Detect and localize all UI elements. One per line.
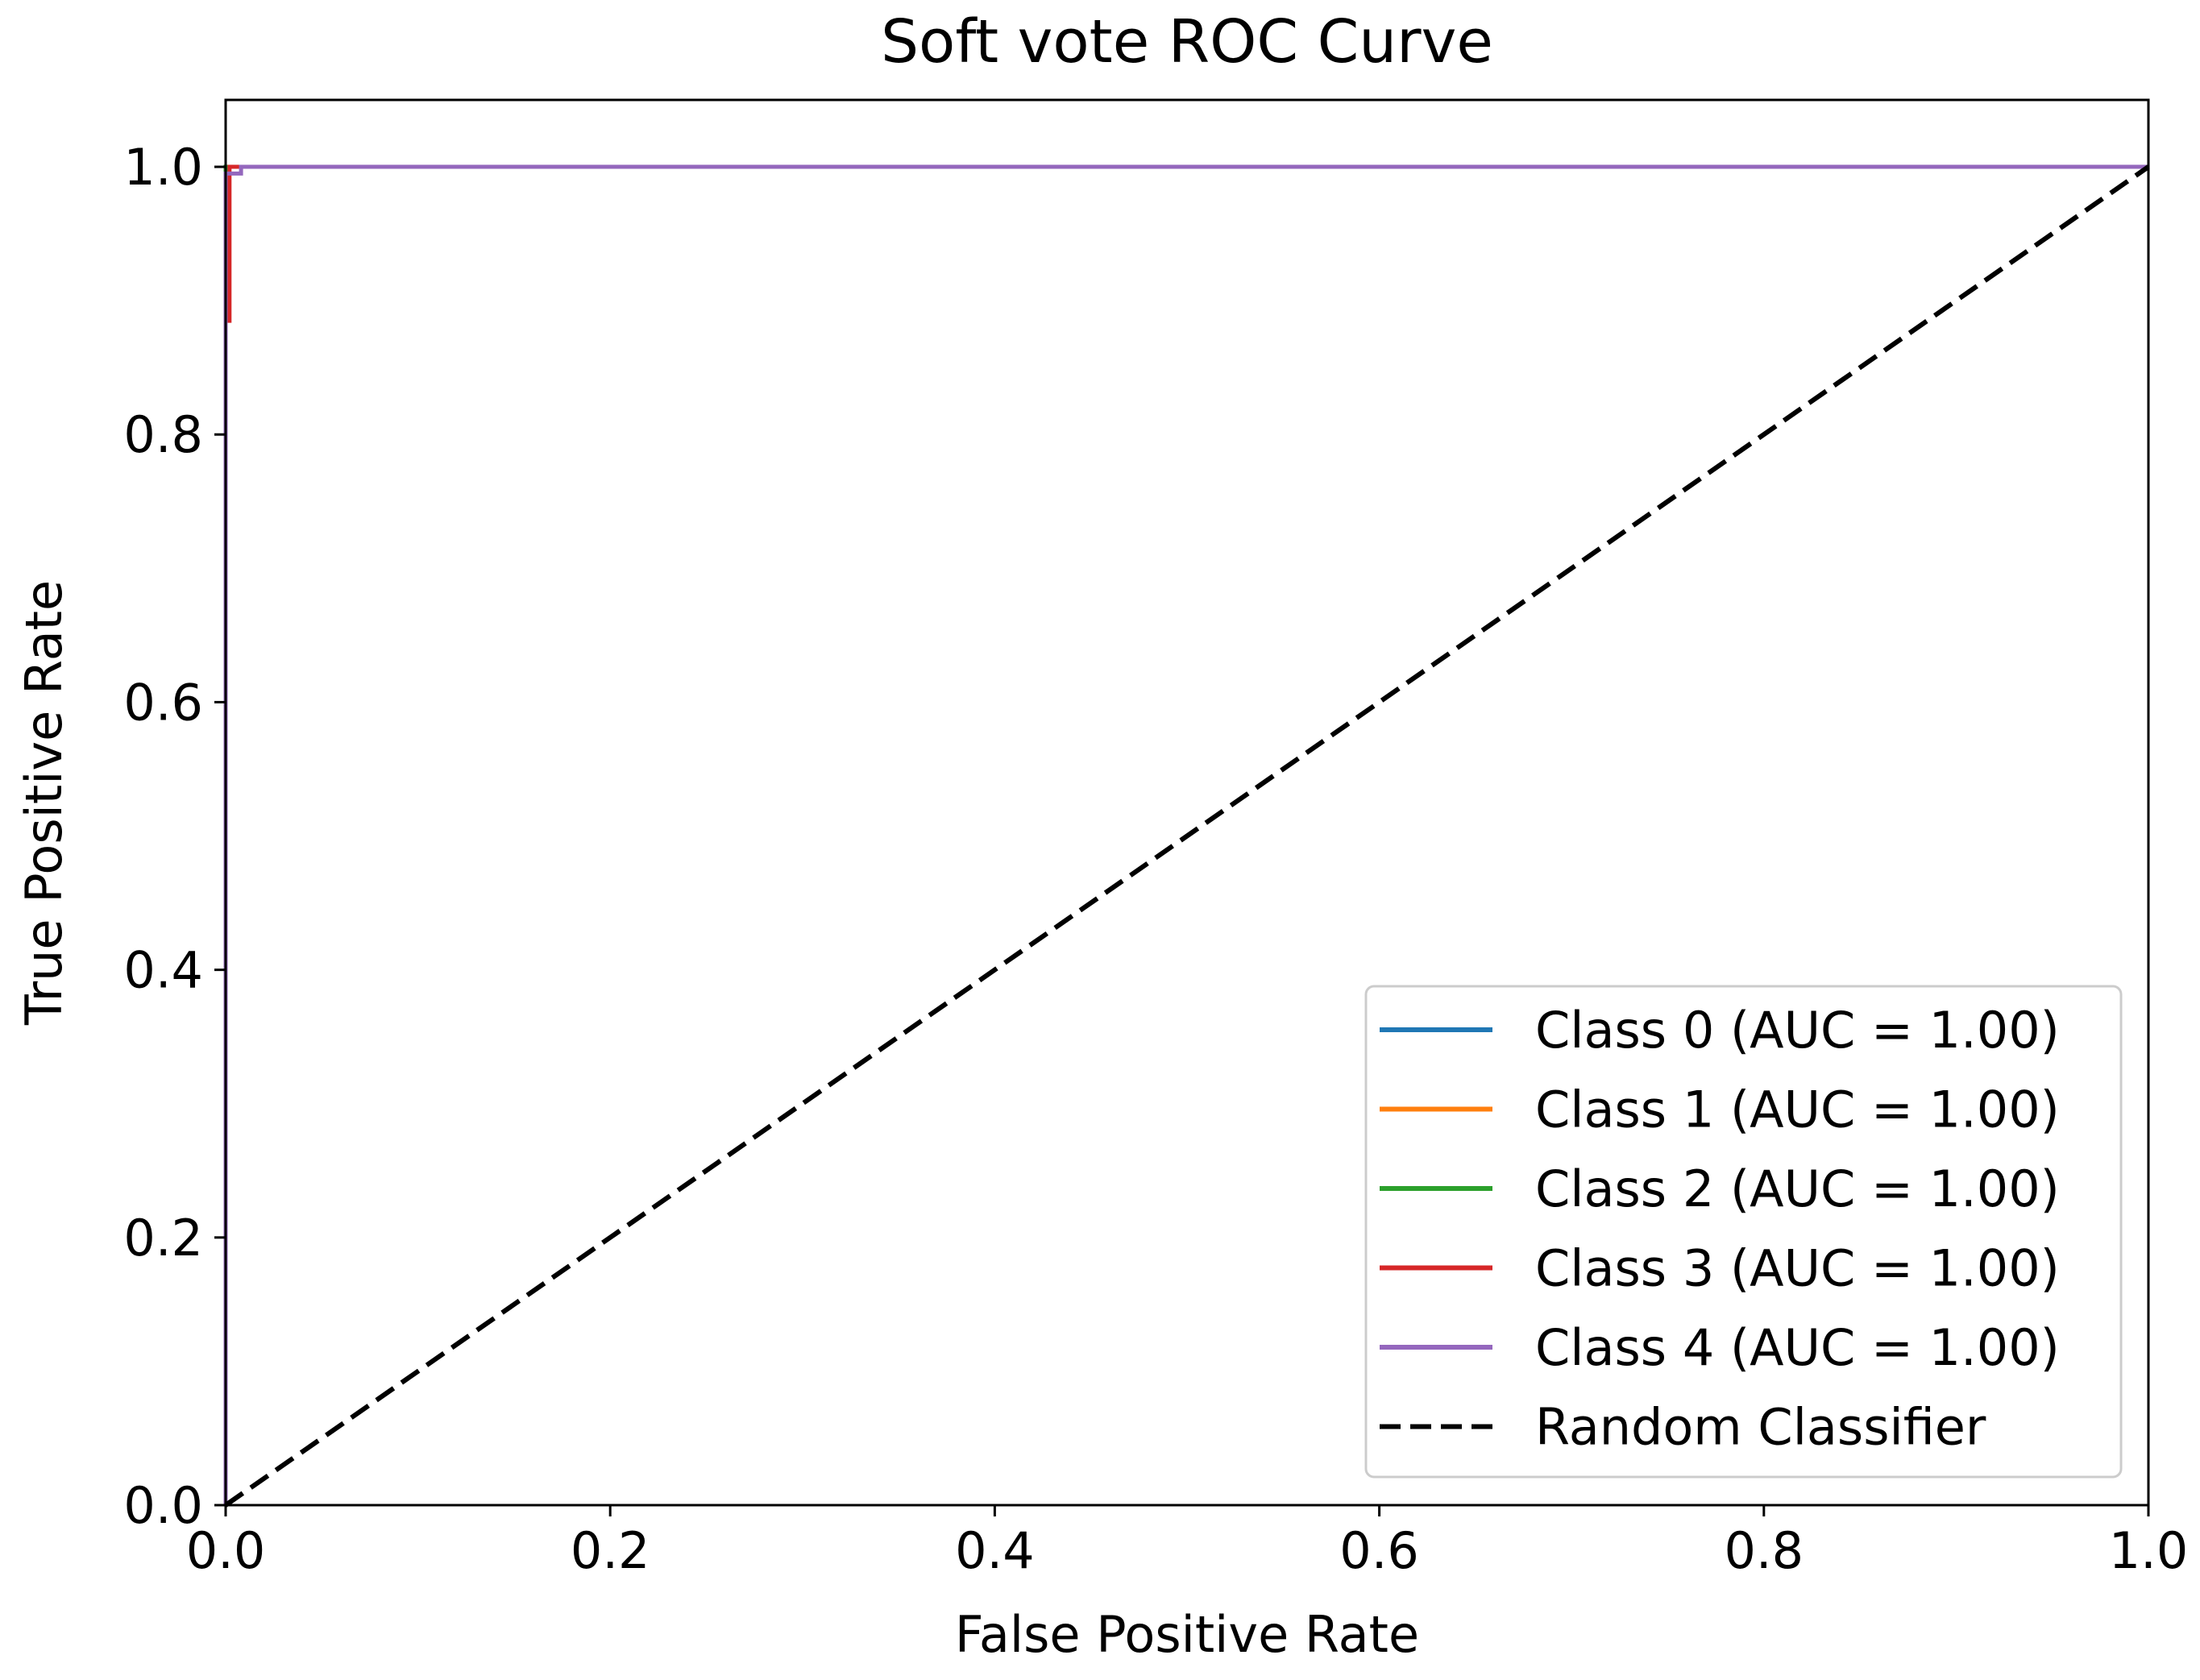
- legend-label-2: Class 2 (AUC = 1.00): [1535, 1159, 2060, 1218]
- plot-frame: [224, 98, 2150, 1507]
- x-tick-label: 0.0: [186, 1521, 266, 1580]
- x-axis-ticks: 0.0 0.2 0.4 0.6 0.8 1.0: [186, 1505, 2189, 1580]
- x-tick-label: 0.8: [1724, 1521, 1804, 1580]
- legend-box: [1364, 985, 2123, 1479]
- legend: Class 0 (AUC = 1.00) Class 1 (AUC = 1.00)…: [1364, 985, 2123, 1479]
- legend-label-4: Class 4 (AUC = 1.00): [1535, 1318, 2060, 1377]
- legend-label-3: Class 3 (AUC = 1.00): [1535, 1239, 2060, 1298]
- y-tick-label: 0.8: [123, 405, 203, 464]
- y-tick-label: 0.4: [123, 941, 203, 1000]
- y-tick-label: 0.6: [123, 673, 203, 732]
- legend-label-0: Class 0 (AUC = 1.00): [1535, 1001, 2060, 1060]
- y-tick-label: 1.0: [123, 138, 203, 197]
- y-axis-label: True Positive Rate: [15, 580, 73, 1026]
- legend-label-1: Class 1 (AUC = 1.00): [1535, 1081, 2060, 1139]
- legend-label-5: Random Classifier: [1535, 1398, 1986, 1457]
- x-axis-label: False Positive Rate: [955, 1605, 1419, 1664]
- chart-title: Soft vote ROC Curve: [881, 7, 1493, 77]
- x-tick-label: 1.0: [2109, 1521, 2189, 1580]
- series-line-5: [224, 164, 2150, 1508]
- x-tick-label: 0.4: [955, 1521, 1035, 1580]
- y-axis-ticks: 0.0 0.2 0.4 0.6 0.8 1.0: [123, 138, 226, 1535]
- x-tick-label: 0.2: [571, 1521, 650, 1580]
- y-tick-label: 0.2: [123, 1209, 203, 1267]
- x-tick-label: 0.6: [1339, 1521, 1419, 1580]
- y-tick-label: 0.0: [123, 1476, 203, 1535]
